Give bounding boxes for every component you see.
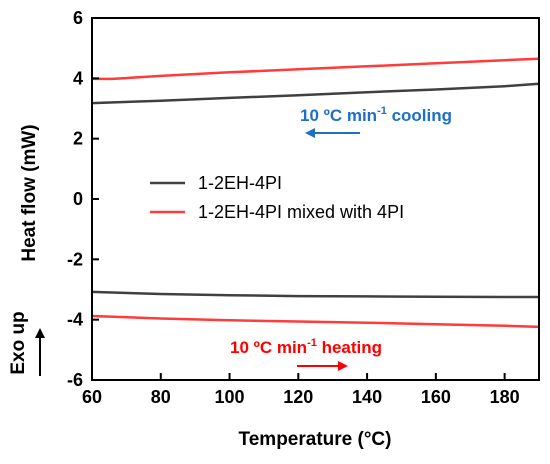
x-tick-label: 100 [215, 387, 245, 407]
x-tick-label: 120 [283, 387, 313, 407]
cooling-annotation: 10 ºC min-1 cooling [300, 105, 452, 138]
series-line-cooling-1-2eh-4pi [91, 82, 540, 105]
x-tick-label: 160 [421, 387, 451, 407]
x-tick-label: 180 [490, 387, 520, 407]
x-tick-label: 60 [82, 387, 102, 407]
legend-label-1-2eh-4pi: 1-2EH-4PI [198, 173, 282, 193]
series-line-heating-mixed [91, 314, 540, 329]
y-tick-label: -6 [67, 370, 83, 390]
cooling-arrow-head [305, 128, 315, 138]
y-axis-title: Heat flow (mW) [19, 124, 40, 261]
y-tick-label: 2 [73, 129, 83, 149]
y-tick-label: -2 [67, 249, 83, 269]
legend: 1-2EH-4PI 1-2EH-4PI mixed with 4PI [150, 173, 404, 222]
x-axis-title: Temperature (°C) [239, 429, 392, 450]
heating-arrow-head [338, 361, 348, 371]
axis-ticks: 60 80 100 120 140 160 180 6 4 2 0 -2 -4 -6 [67, 8, 520, 407]
series-line-cooling-mixed [92, 57, 540, 81]
y-tick-label: 0 [73, 189, 83, 209]
legend-label-mixed: 1-2EH-4PI mixed with 4PI [198, 202, 404, 222]
exo-up-arrow-head [35, 328, 45, 338]
y-tick-label: -4 [67, 310, 83, 330]
series-lines [91, 57, 540, 329]
heating-annotation-text: 10 ºC min-1 heating [230, 337, 382, 357]
x-tick-label: 80 [151, 387, 171, 407]
x-tick-label: 140 [352, 387, 382, 407]
y-tick-label: 6 [73, 8, 83, 28]
y-tick-label: 4 [73, 68, 83, 88]
series-line-heating-1-2eh-4pi [91, 290, 539, 299]
cooling-annotation-text: 10 ºC min-1 cooling [300, 105, 452, 125]
exo-up-label: Exo up [8, 311, 29, 374]
heating-annotation: 10 ºC min-1 heating [230, 337, 382, 371]
